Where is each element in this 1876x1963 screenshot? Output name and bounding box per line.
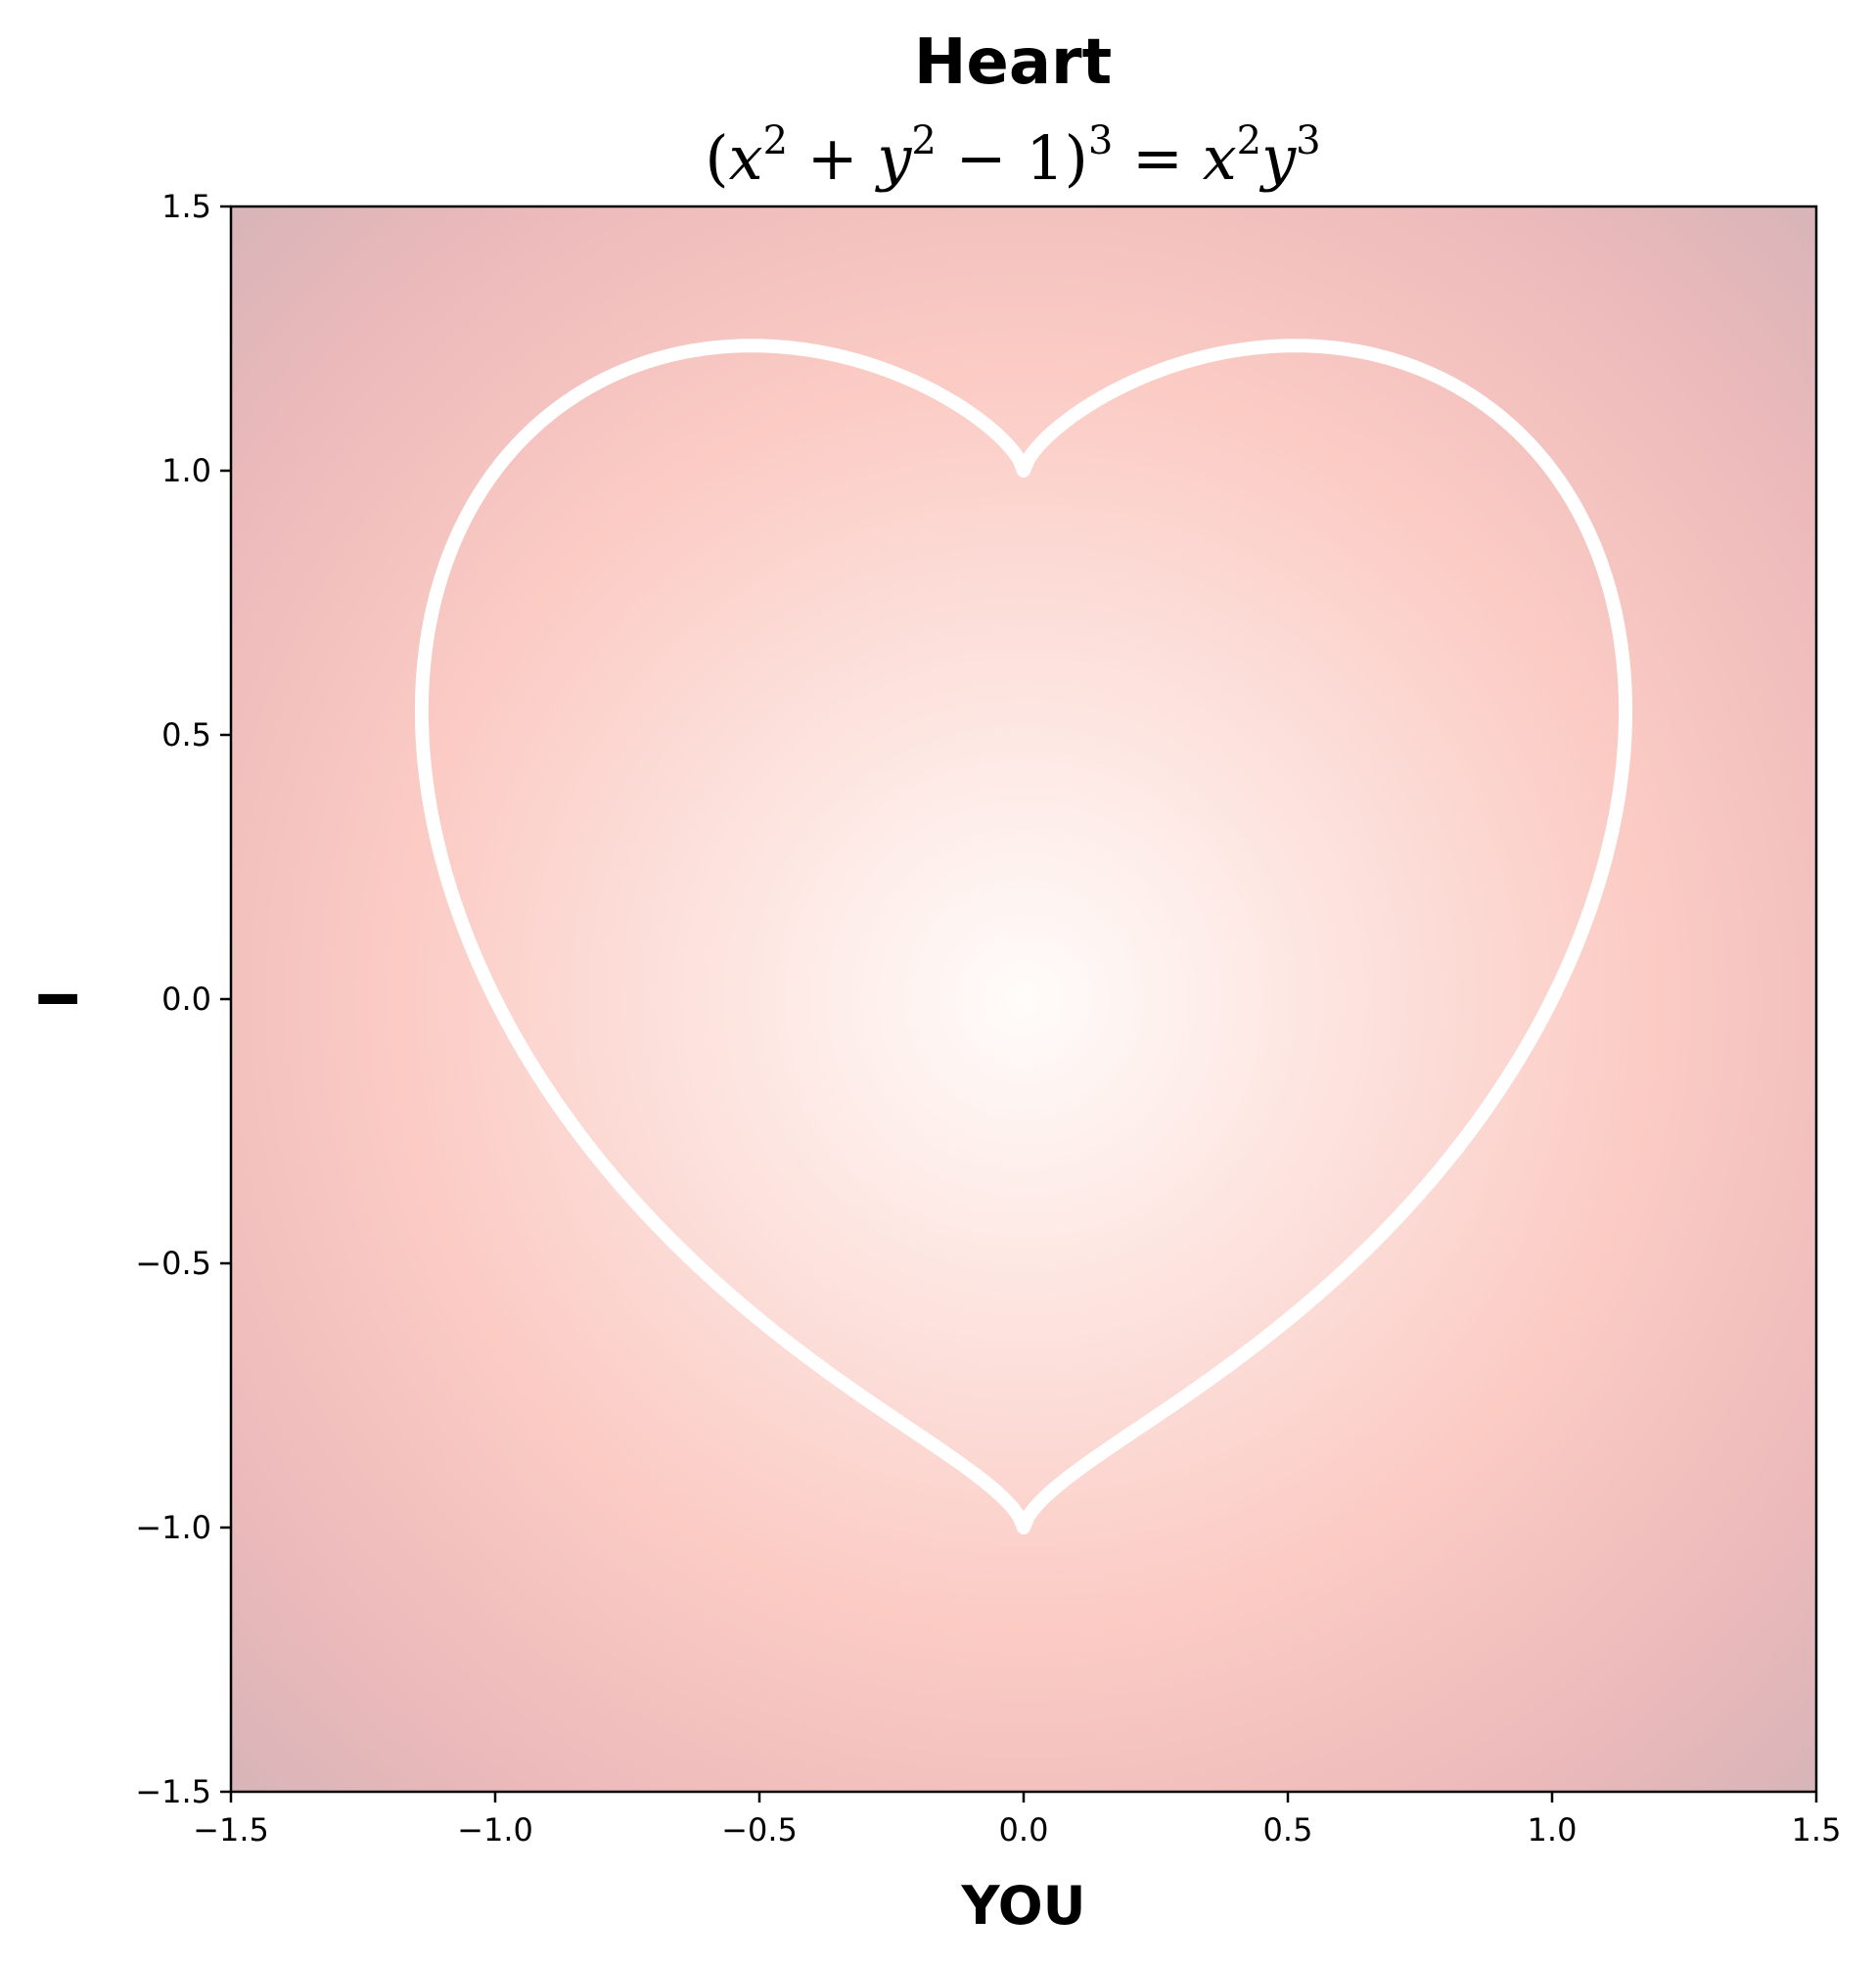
x-axis-label: YOU: [961, 1875, 1086, 1937]
y-axis-label: I: [28, 989, 90, 1009]
subtitle-sup3b: 3: [1296, 118, 1320, 163]
x-tick-label: 0.5: [1263, 1811, 1313, 1849]
x-tick-label: −0.5: [721, 1811, 798, 1849]
subtitle-sup2a: 2: [763, 118, 788, 163]
y-tick-label: −1.0: [135, 1509, 211, 1546]
y-tick-label: −1.5: [135, 1773, 211, 1810]
subtitle-x: x: [729, 122, 763, 194]
y-tick-label: 1.0: [161, 452, 211, 489]
y-tick-label: −0.5: [135, 1245, 211, 1282]
y-axis-ticks: −1.5 −1.0 −0.5 0.0 0.5 1.0 1.5: [135, 188, 231, 1810]
subtitle-equals: =: [1113, 122, 1202, 194]
y-tick-label: 1.5: [161, 188, 211, 225]
chart-title: Heart: [914, 26, 1112, 99]
chart-subtitle: (x2 + y2 − 1)3 = x2y3: [705, 118, 1320, 194]
subtitle-sup2b: 2: [911, 118, 936, 163]
subtitle-sup3a: 3: [1088, 118, 1113, 163]
subtitle-sup2c: 2: [1237, 118, 1261, 163]
x-tick-label: 1.0: [1528, 1811, 1578, 1849]
heart-curve: [414, 339, 1633, 1534]
x-axis-ticks: −1.5 −1.0 −0.5 0.0 0.5 1.0 1.5: [193, 1792, 1841, 1849]
y-tick-label: 0.5: [161, 716, 211, 753]
x-tick-label: 1.5: [1792, 1811, 1842, 1849]
x-tick-label: 0.0: [999, 1811, 1049, 1849]
x-tick-label: −1.0: [457, 1811, 533, 1849]
plot-background: [231, 206, 1816, 1792]
subtitle-y2: y: [1258, 122, 1297, 194]
subtitle-minus: − 1): [937, 122, 1088, 194]
y-tick-label: 0.0: [161, 981, 211, 1018]
subtitle-open: (: [705, 122, 728, 194]
subtitle-x2: x: [1203, 122, 1237, 194]
subtitle-y: y: [874, 122, 912, 194]
subtitle-plus: +: [788, 122, 877, 194]
x-tick-label: −1.5: [193, 1811, 269, 1849]
